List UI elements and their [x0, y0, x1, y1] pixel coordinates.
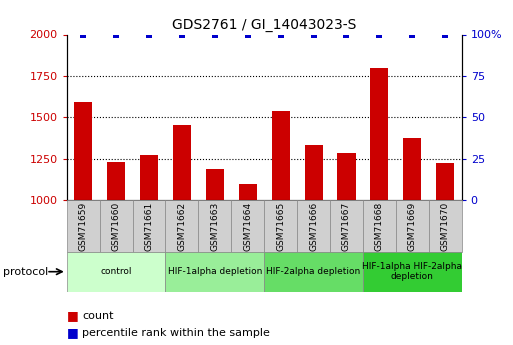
Bar: [429, 200, 462, 252]
Point: [178, 32, 186, 37]
Text: HIF-1alpha depletion: HIF-1alpha depletion: [168, 267, 262, 276]
Bar: [338, 153, 356, 200]
Text: ■: ■: [67, 326, 78, 339]
Text: GSM71666: GSM71666: [309, 201, 318, 250]
Bar: [305, 145, 323, 200]
Bar: [239, 184, 257, 200]
Bar: [67, 252, 165, 292]
Text: GSM71659: GSM71659: [78, 201, 88, 250]
Text: GSM71670: GSM71670: [441, 201, 450, 250]
Bar: [330, 200, 363, 252]
Text: GSM71660: GSM71660: [111, 201, 121, 250]
Point: [376, 32, 384, 37]
Bar: [107, 162, 125, 200]
Text: GSM71662: GSM71662: [177, 201, 186, 250]
Point: [277, 32, 285, 37]
Text: HIF-1alpha HIF-2alpha
depletion: HIF-1alpha HIF-2alpha depletion: [362, 262, 462, 282]
Text: HIF-2alpha depletion: HIF-2alpha depletion: [266, 267, 361, 276]
Bar: [165, 252, 264, 292]
Point: [309, 32, 318, 37]
Bar: [140, 155, 158, 200]
Bar: [165, 200, 199, 252]
Bar: [67, 200, 100, 252]
Bar: [271, 111, 290, 200]
Point: [244, 32, 252, 37]
Title: GDS2761 / GI_14043023-S: GDS2761 / GI_14043023-S: [172, 18, 357, 32]
Text: percentile rank within the sample: percentile rank within the sample: [82, 328, 270, 338]
Point: [112, 32, 120, 37]
Bar: [206, 169, 224, 200]
Bar: [370, 68, 388, 200]
Bar: [231, 200, 264, 252]
Text: GSM71667: GSM71667: [342, 201, 351, 250]
Text: GSM71668: GSM71668: [375, 201, 384, 250]
Point: [79, 32, 87, 37]
Bar: [297, 200, 330, 252]
Text: ■: ■: [67, 309, 78, 322]
Point: [342, 32, 350, 37]
Point: [441, 32, 449, 37]
Bar: [403, 138, 421, 200]
Bar: [199, 200, 231, 252]
Point: [408, 32, 417, 37]
Bar: [363, 252, 462, 292]
Bar: [264, 252, 363, 292]
Text: GSM71663: GSM71663: [210, 201, 220, 250]
Bar: [264, 200, 297, 252]
Text: GSM71669: GSM71669: [408, 201, 417, 250]
Bar: [173, 125, 191, 200]
Bar: [100, 200, 132, 252]
Bar: [363, 200, 396, 252]
Point: [211, 32, 219, 37]
Text: GSM71665: GSM71665: [276, 201, 285, 250]
Text: control: control: [101, 267, 132, 276]
Bar: [396, 200, 429, 252]
Bar: [132, 200, 165, 252]
Text: protocol: protocol: [3, 267, 48, 277]
Point: [145, 32, 153, 37]
Text: GSM71661: GSM71661: [145, 201, 153, 250]
Text: count: count: [82, 311, 113, 321]
Text: GSM71664: GSM71664: [243, 201, 252, 250]
Bar: [436, 163, 455, 200]
Bar: [74, 102, 92, 200]
